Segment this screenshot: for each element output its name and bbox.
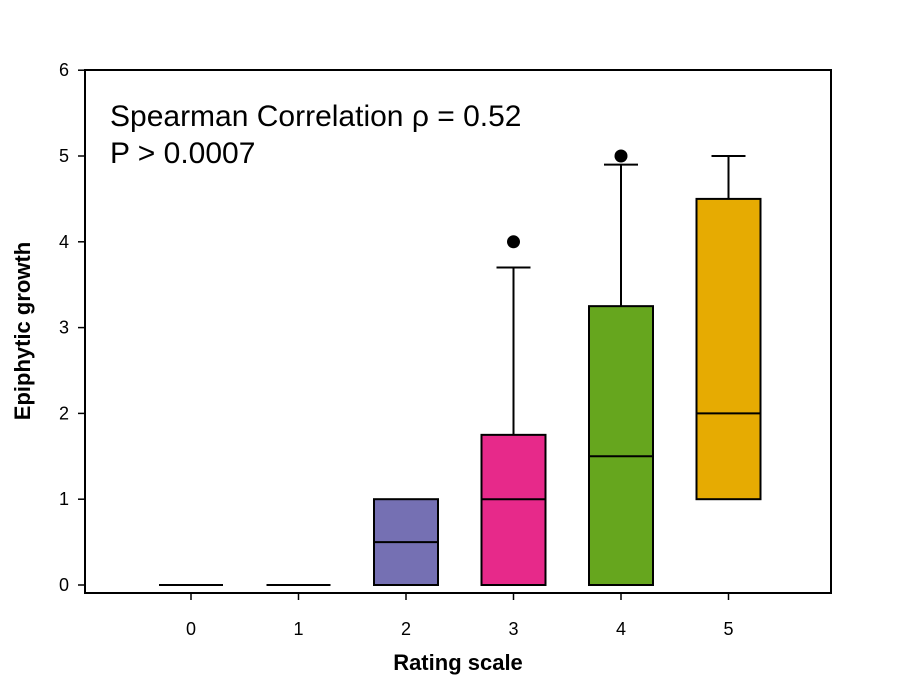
box-3 xyxy=(480,433,547,586)
y-tick-label: 6 xyxy=(59,60,69,80)
box-4 xyxy=(588,305,654,586)
y-tick-label: 5 xyxy=(59,146,69,166)
box-5 xyxy=(695,197,762,501)
x-tick-label: 0 xyxy=(186,619,196,639)
outlier-point-4 xyxy=(614,149,628,163)
y-tick-label: 1 xyxy=(59,489,69,509)
x-tick-label: 1 xyxy=(293,619,303,639)
x-axis-title: Rating scale xyxy=(393,650,523,675)
x-tick-label: 5 xyxy=(723,619,733,639)
y-tick-label: 4 xyxy=(59,232,69,252)
annotation-p-value: P > 0.0007 xyxy=(110,137,255,170)
annotation-correlation: Spearman Correlation ρ = 0.52 xyxy=(110,100,521,133)
plot-area-frame xyxy=(84,69,832,594)
x-tick-label: 4 xyxy=(616,619,626,639)
outlier-point-3 xyxy=(507,235,520,249)
x-tick-label: 3 xyxy=(508,619,518,639)
y-tick-label: 3 xyxy=(59,318,69,338)
y-tick-label: 2 xyxy=(59,403,69,423)
y-axis-title: Epiphytic growth xyxy=(10,242,35,420)
x-tick-label: 2 xyxy=(401,619,411,639)
y-tick-label: 0 xyxy=(59,575,69,595)
